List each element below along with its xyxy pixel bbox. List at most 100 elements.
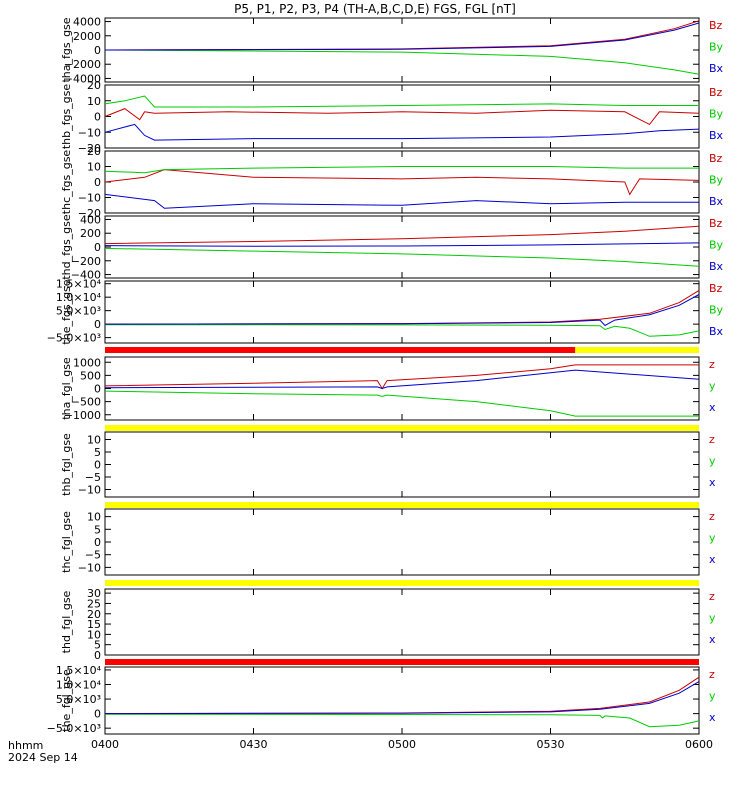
y-tick-label: −5.0×10³ [47,722,101,735]
y-axis-label: thd_fgl_gse [60,590,73,653]
y-tick-label: 5.0×10³ [56,305,101,318]
flag-bar-yellow [105,502,699,508]
series-line-z [104,20,700,51]
y-axis-label: the_fgs_gse [60,279,73,344]
y-tick-label: −5.0×10³ [47,332,101,345]
x-tick-label: 0600 [685,738,713,751]
y-tick-label: −4000 [64,72,101,85]
y-tick-label: 5 [94,639,101,652]
y-tick-label: 10 [87,511,101,524]
x-tick-label: 0530 [537,738,565,751]
legend-y: y [709,612,716,625]
flag-bar-red [105,659,699,665]
legend-by: By [709,41,724,54]
y-tick-label: −200 [71,255,101,268]
series-line-y [104,95,699,108]
legend-z: z [709,668,715,681]
y-axis-label: thb_fgs_gse [60,84,73,150]
chart-title: P5, P1, P2, P3, P4 (TH-A,B,C,D,E) FGS, F… [234,2,516,16]
y-tick-label: −5 [85,471,101,484]
series-line-x [104,193,699,209]
y-tick-label: 1.5×10⁴ [56,664,102,677]
series-line-x [104,681,700,715]
y-tick-label: 20 [87,79,101,92]
flag-bar-yellow [105,425,699,431]
series-line-x [104,294,700,327]
y-tick-label: −1000 [64,409,101,422]
series-line-y [104,247,700,267]
series-line-y [104,49,700,75]
y-tick-label: −2000 [64,58,101,71]
y-tick-label: −400 [71,269,101,282]
series-line-x [104,22,700,51]
y-tick-label: 0 [94,44,101,57]
y-tick-label: 20 [87,145,101,158]
y-tick-label: 1.0×10⁴ [56,678,102,691]
y-tick-label: 20 [87,608,101,621]
panel-frame [104,150,700,214]
series-line-x [104,369,700,390]
y-tick-label: 2000 [73,30,101,43]
y-axis-label: the_fgl_gse [60,669,73,732]
y-tick-label: −20 [78,142,101,155]
y-tick-label: 10 [87,95,101,108]
legend-x: x [709,476,716,489]
legend-z: z [709,433,715,446]
legend-by: By [709,304,724,317]
series-line-z [104,364,699,390]
y-axis-label: thc_fgl_gse [60,511,73,573]
y-tick-label: 1.0×10⁴ [56,291,102,304]
y-tick-label: −5 [85,549,101,562]
legend-bx: Bx [709,260,724,273]
y-tick-label: 5 [94,523,101,536]
y-tick-label: 0 [94,318,101,331]
panel-frame [104,280,700,344]
y-tick-label: −10 [78,561,101,574]
legend-y: y [709,455,716,468]
y-tick-label: 0 [94,649,101,662]
y-tick-label: 0 [94,708,101,721]
y-tick-label: 10 [87,434,101,447]
legend-x: x [709,553,716,566]
y-axis-label: thc_fgs_gse [60,150,73,215]
series-line-y [104,713,700,728]
flag-bar-yellow [105,580,699,586]
legend-bz: Bz [709,152,723,165]
y-tick-label: 1000 [73,356,101,369]
x-tick-label: 0500 [388,738,416,751]
legend-y: y [709,690,716,703]
legend-x: x [709,633,716,646]
series-line-y [104,166,699,174]
y-tick-label: 5 [94,446,101,459]
legend-bz: Bz [709,19,723,32]
legend-by: By [709,239,724,252]
y-axis-label: tha_fgs_gse [60,17,73,82]
series-line-x [104,242,700,247]
y-tick-label: 0 [94,111,101,124]
date-label: 2024 Sep 14 [8,751,78,764]
legend-bx: Bx [709,325,724,338]
y-tick-label: 1.5×10⁴ [56,278,102,291]
y-tick-label: 25 [87,597,101,610]
y-tick-label: −10 [78,484,101,497]
y-tick-label: 0 [94,536,101,549]
legend-z: z [709,590,715,603]
legend-bx: Bx [709,62,724,75]
legend-bz: Bz [709,86,723,99]
panel-frame [104,356,700,421]
flag-bar-yellow [575,347,699,353]
y-tick-label: 4000 [73,16,101,29]
y-tick-label: 10 [87,628,101,641]
legend-bx: Bx [709,129,724,142]
legend-y: y [709,532,716,545]
series-line-x [104,123,700,141]
y-axis-label: thb_fgl_gse [60,433,73,496]
y-tick-label: 0 [94,383,101,396]
series-line-z [104,225,700,245]
y-tick-label: 5.0×10³ [56,693,101,706]
legend-bz: Bz [709,282,723,295]
legend-x: x [709,401,716,414]
legend-z: z [709,358,715,371]
legend-bz: Bz [709,217,723,230]
